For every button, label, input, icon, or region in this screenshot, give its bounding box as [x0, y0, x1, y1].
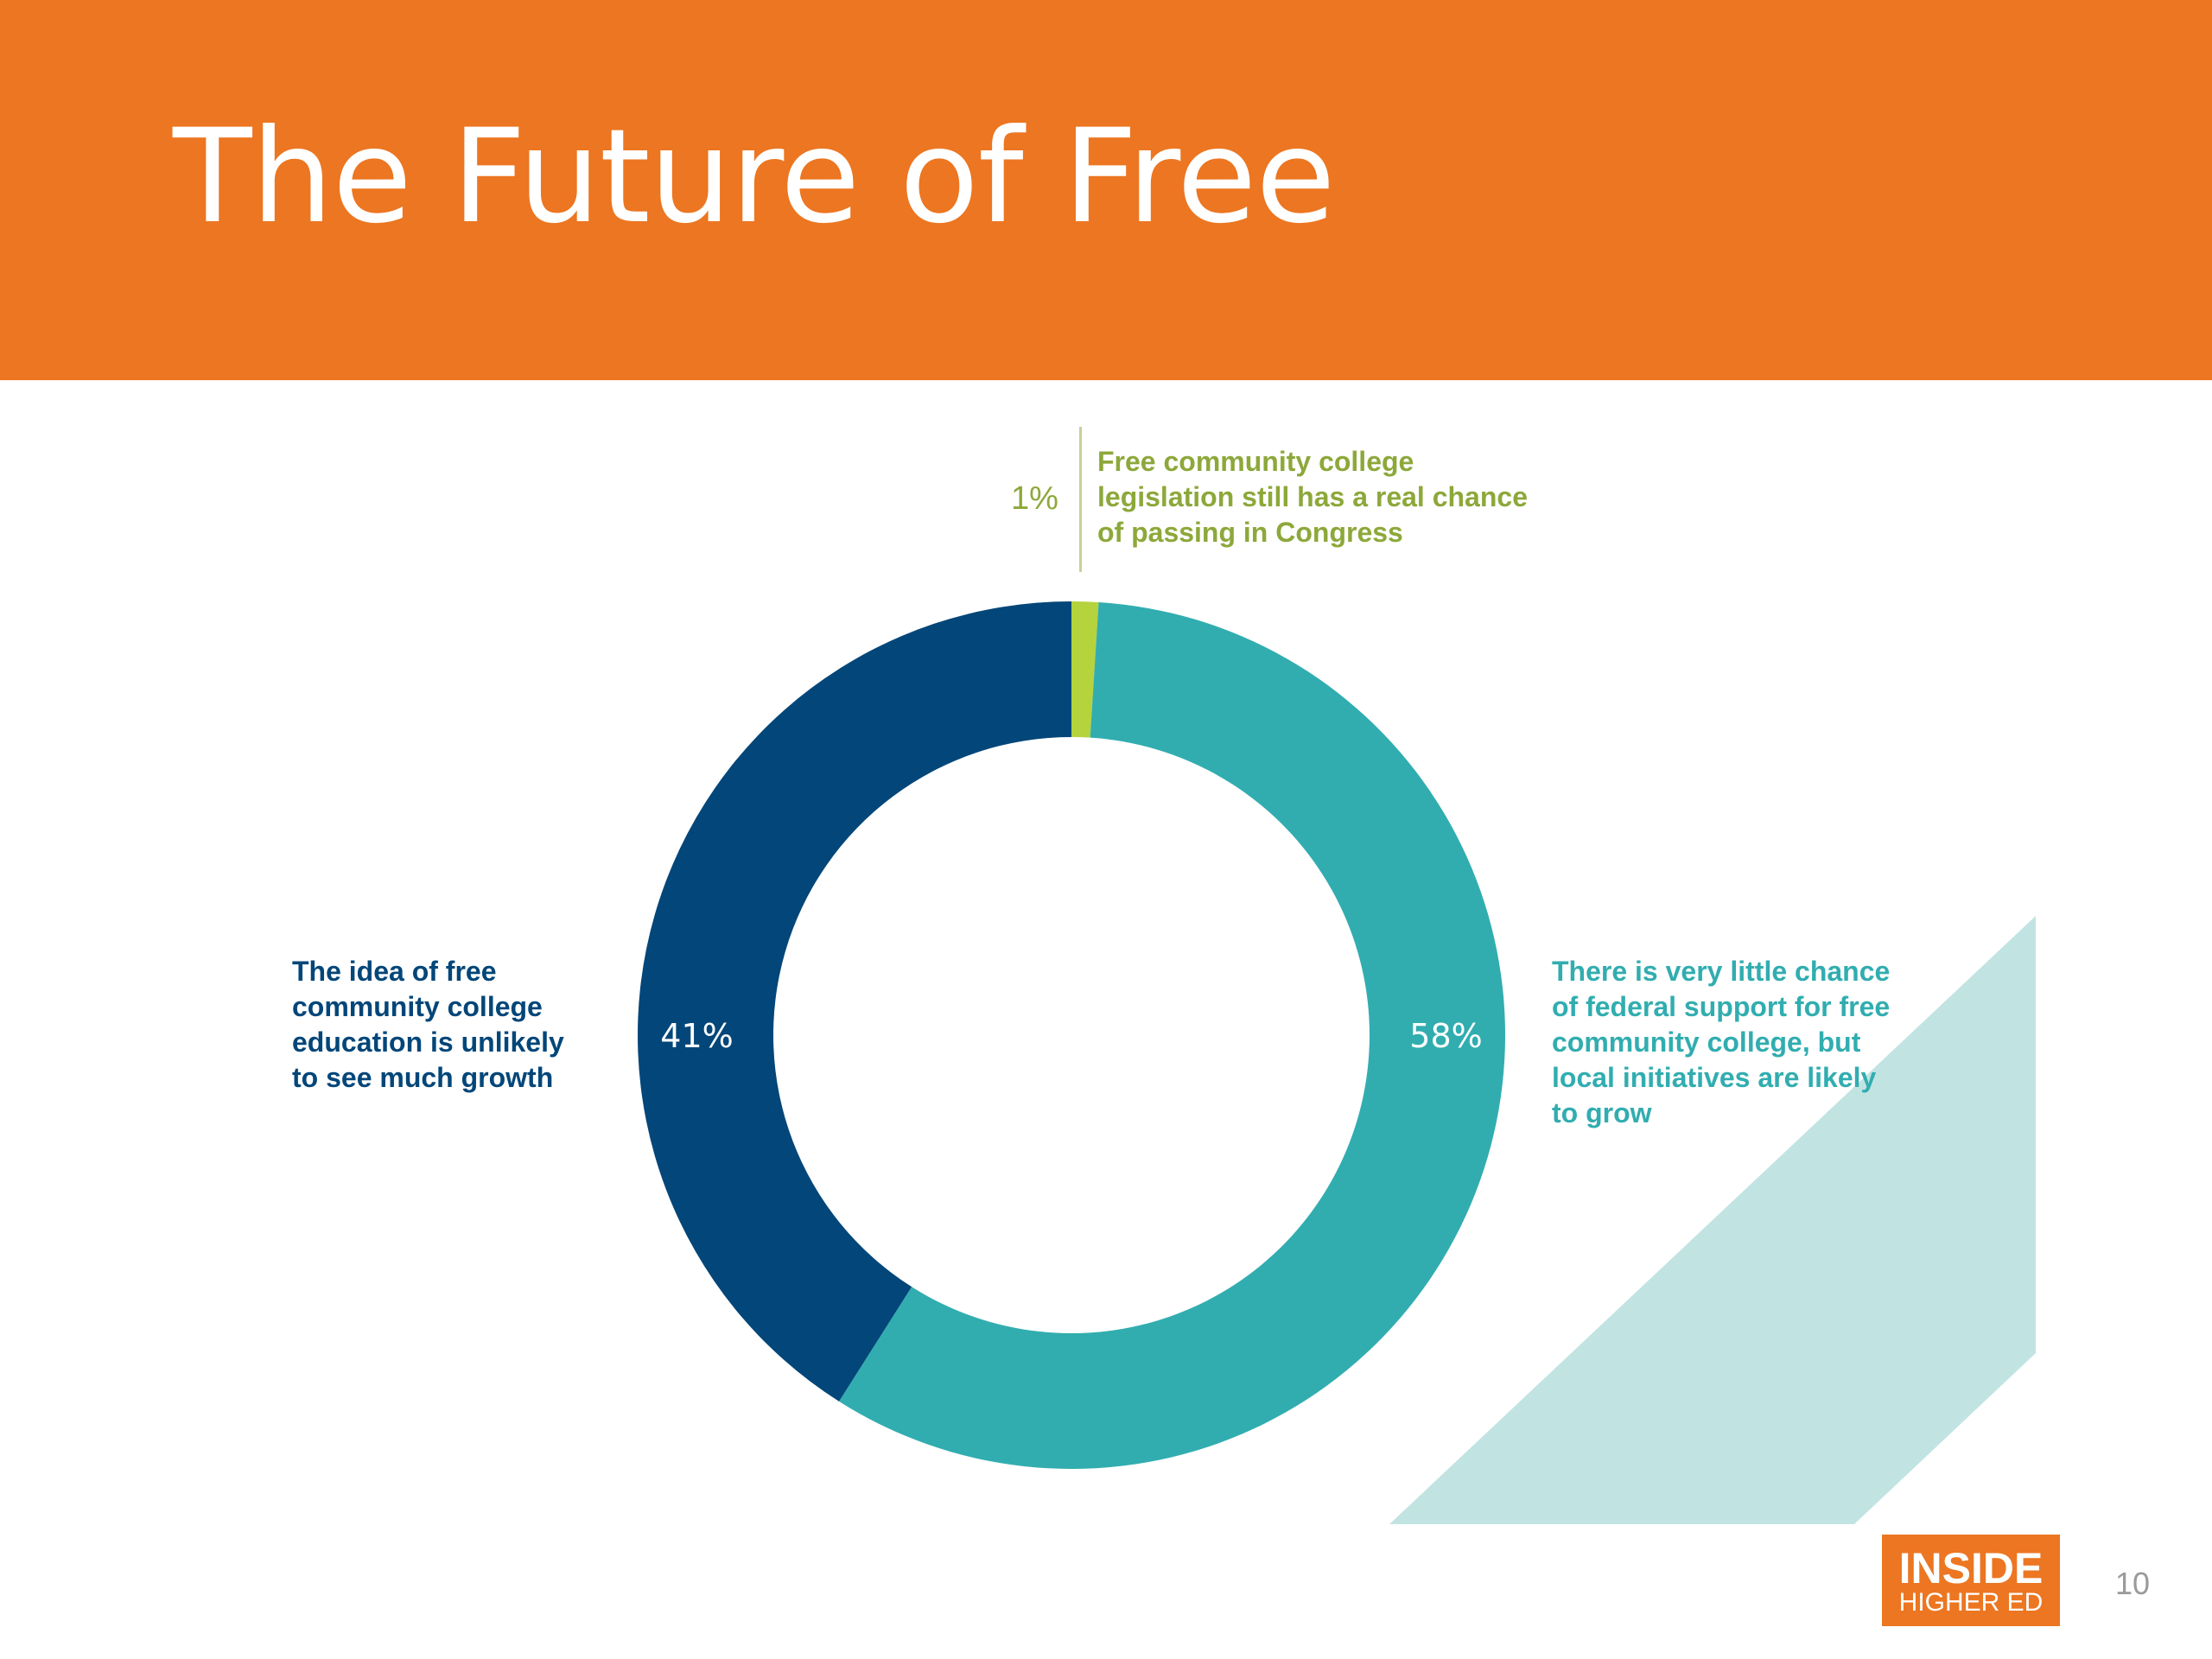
decorative-band-shape	[1389, 916, 2036, 1524]
slide-header: The Future of Free	[0, 0, 2212, 380]
top-value-label: 1%	[1011, 480, 1058, 517]
top-label-rule	[1079, 427, 1082, 572]
donut-slice-2	[839, 601, 1505, 1469]
left-slice-label: The idea of free community college educa…	[292, 956, 564, 1093]
donut-slice-1	[1071, 601, 1099, 738]
logo-line-inside: INSIDE	[1898, 1544, 2044, 1592]
inside-higher-ed-logo: INSIDE HIGHER ED	[1882, 1535, 2060, 1626]
donut-value-label-3: 41%	[660, 1017, 733, 1055]
donut-value-label-2: 58%	[1409, 1017, 1482, 1055]
donut-slice-3	[637, 601, 1071, 1402]
logo-line-higher-ed: HIGHER ED	[1898, 1588, 2044, 1617]
page-number: 10	[2115, 1566, 2151, 1601]
right-slice-label: There is very little chance of federal s…	[1552, 956, 1891, 1128]
slide-title: The Future of Free	[173, 102, 1336, 252]
top-slice-label: Free community college legislation still…	[1097, 446, 1528, 548]
